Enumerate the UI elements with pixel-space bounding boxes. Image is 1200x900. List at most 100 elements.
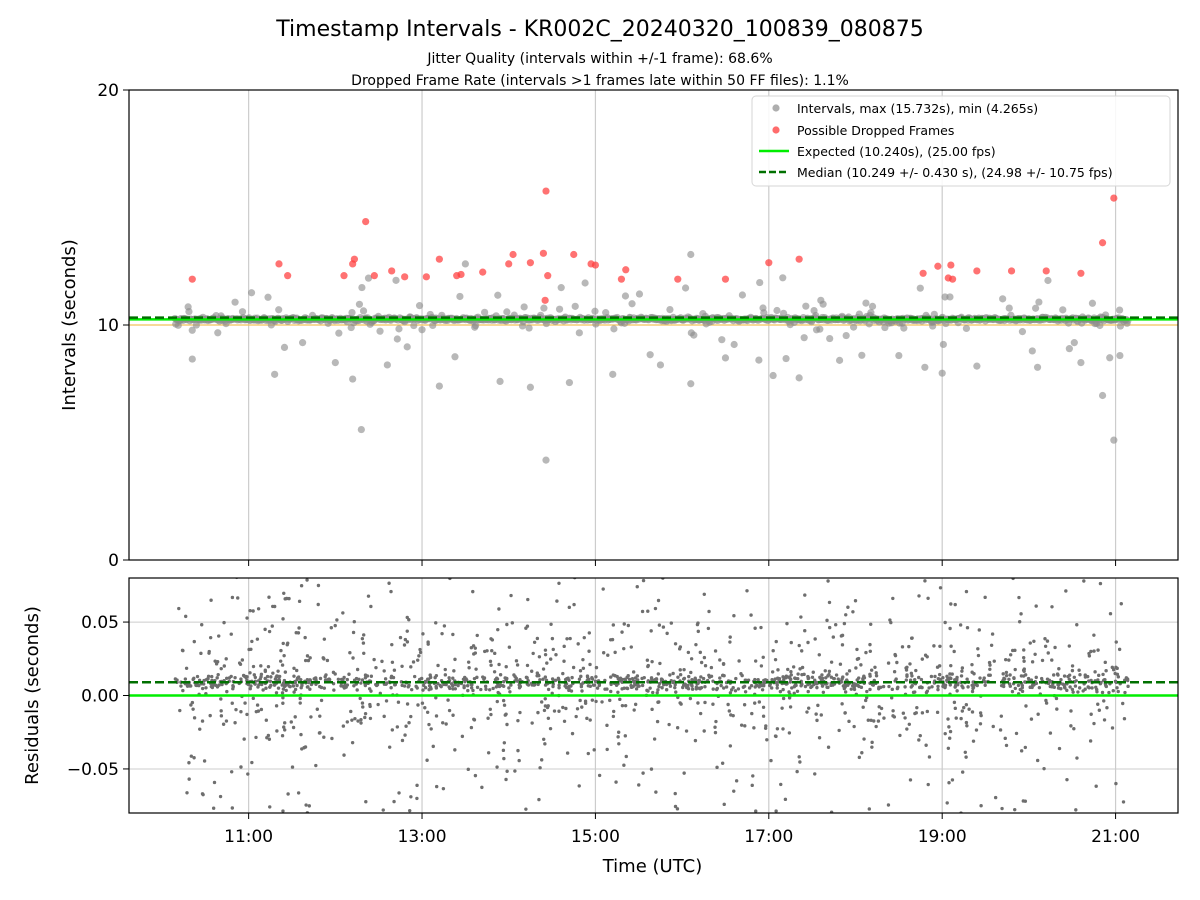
residual-point <box>1065 778 1068 781</box>
residual-point <box>1033 653 1036 656</box>
residual-point <box>297 631 300 634</box>
residual-point <box>690 678 693 681</box>
residual-point <box>807 690 810 693</box>
residual-point <box>901 645 904 648</box>
residual-point <box>913 712 916 715</box>
residual-point <box>1019 612 1022 615</box>
dropped-frame-point <box>674 276 681 283</box>
residual-point <box>896 687 899 690</box>
residual-point <box>215 676 218 679</box>
residual-point <box>567 685 570 688</box>
residual-point <box>243 815 246 818</box>
residual-point <box>632 708 635 711</box>
residual-point <box>1126 685 1129 688</box>
residual-point <box>1042 767 1045 770</box>
residual-point <box>943 621 946 624</box>
residual-point <box>830 660 833 663</box>
residual-point <box>286 641 289 644</box>
residual-point <box>921 657 924 660</box>
residual-point <box>369 605 372 608</box>
residual-point <box>928 755 931 758</box>
residual-point <box>894 677 897 680</box>
residual-point <box>553 709 556 712</box>
residual-point <box>988 668 991 671</box>
residual-point <box>488 688 491 691</box>
residual-point <box>364 673 367 676</box>
residual-point <box>591 677 594 680</box>
residual-point <box>435 785 438 788</box>
residual-point <box>511 621 514 624</box>
residual-point <box>676 726 679 729</box>
residual-point <box>578 784 581 787</box>
residual-point <box>358 572 361 575</box>
residual-point <box>635 687 638 690</box>
residual-point <box>868 807 871 810</box>
residual-point <box>299 733 302 736</box>
residual-point <box>1022 659 1025 662</box>
residual-point <box>323 686 326 689</box>
residual-point <box>794 684 797 687</box>
residual-point <box>539 571 542 574</box>
interval-point <box>718 336 725 343</box>
residual-point <box>796 690 799 693</box>
residual-point <box>816 704 819 707</box>
residual-point <box>563 684 566 687</box>
residual-point <box>384 677 387 680</box>
residual-point <box>965 590 968 593</box>
residual-point <box>542 667 545 670</box>
residual-point <box>487 751 490 754</box>
residual-point <box>551 637 554 640</box>
residual-point <box>635 814 638 817</box>
interval-point <box>416 302 423 309</box>
interval-point <box>690 332 697 339</box>
residual-point <box>409 795 412 798</box>
residual-point <box>734 689 737 692</box>
residual-point <box>687 651 690 654</box>
residual-point <box>279 659 282 662</box>
residual-point <box>281 663 284 666</box>
dropped-frame-point <box>340 272 347 279</box>
residual-point <box>729 744 732 747</box>
residual-point <box>589 718 592 721</box>
residual-point <box>779 690 782 693</box>
residual-point <box>868 688 871 691</box>
residual-point <box>303 636 306 639</box>
residual-point <box>805 710 808 713</box>
residual-point <box>971 687 974 690</box>
residual-point <box>1068 644 1071 647</box>
residual-point <box>236 596 239 599</box>
residual-point <box>362 633 365 636</box>
residual-point <box>761 688 764 691</box>
residual-point <box>841 634 844 637</box>
residual-point <box>924 744 927 747</box>
dropped-frame-point <box>934 263 941 270</box>
residual-point <box>518 711 521 714</box>
residual-point <box>234 708 237 711</box>
residual-point <box>1014 687 1017 690</box>
interval-point <box>348 309 355 316</box>
residual-point <box>592 683 595 686</box>
residual-point <box>404 725 407 728</box>
interval-outlier-point <box>271 371 278 378</box>
residual-point <box>578 678 581 681</box>
residual-point <box>491 687 494 690</box>
residual-point <box>281 809 284 812</box>
residual-point <box>466 684 469 687</box>
dropped-frame-point <box>527 259 534 266</box>
residual-point <box>419 651 422 654</box>
residual-point <box>924 654 927 657</box>
residual-point <box>524 807 527 810</box>
residual-point <box>1097 674 1100 677</box>
residual-point <box>582 667 585 670</box>
residual-point <box>949 730 952 733</box>
residual-point <box>786 668 789 671</box>
jitter-subtitle: Jitter Quality (intervals within +/-1 fr… <box>426 51 772 67</box>
residual-point <box>564 707 567 710</box>
residual-point <box>210 675 213 678</box>
residual-point <box>264 687 267 690</box>
residual-point <box>335 618 338 621</box>
residual-point <box>275 729 278 732</box>
residual-point <box>979 714 982 717</box>
residual-point <box>583 636 586 639</box>
residual-point <box>605 748 608 751</box>
